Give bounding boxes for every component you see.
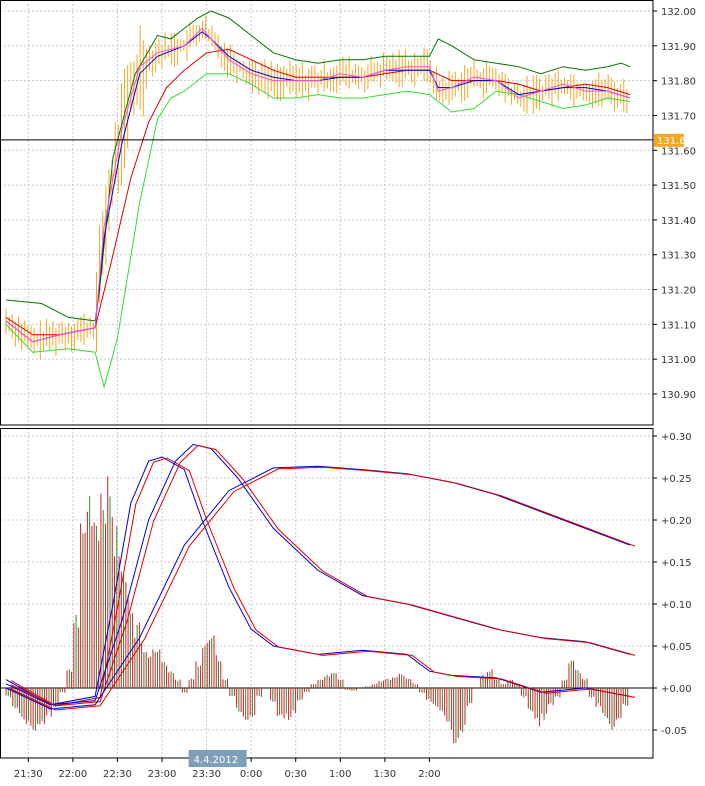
price-y-tick-label: 131.80 — [661, 77, 696, 88]
price-y-ticks: 132.00 131.90 131.80 131.70 131.60 131.50 131.… — [653, 7, 696, 401]
oscillator-panel-frame — [0, 428, 654, 759]
date-badge: 4.4.2012 — [188, 750, 247, 767]
date-badge-label: 4.4.2012 — [194, 755, 239, 766]
price-y-tick-label: 132.00 — [661, 7, 696, 18]
price-panel-frame — [0, 0, 654, 426]
x-tick-label: 1:00 — [329, 769, 351, 780]
current-price-label: 131.63 — [657, 136, 692, 147]
price-line-slow_ma — [5, 48, 631, 336]
x-tick-label: 0:30 — [284, 769, 306, 780]
price-y-tick-label: 131.50 — [661, 181, 696, 192]
price-y-tick-label: 131.00 — [661, 355, 696, 366]
osc-y-tick-label: +0.00 — [661, 684, 692, 695]
osc-y-tick-label: +0.25 — [661, 474, 692, 485]
x-tick-label: 0:00 — [240, 769, 262, 780]
osc-line-pair2-blue — [5, 443, 631, 706]
price-grid — [0, 0, 653, 425]
osc-line-pair1-red — [10, 457, 636, 707]
x-tick-label: 22:00 — [58, 769, 87, 780]
price-y-tick-label: 131.40 — [661, 216, 696, 227]
x-tick-label: 2:00 — [418, 769, 440, 780]
osc-line-pair3-red — [10, 466, 636, 711]
price-y-tick-label: 131.10 — [661, 320, 696, 331]
price-y-tick-label: 131.70 — [661, 111, 696, 122]
osc-y-tick-label: +0.05 — [661, 642, 692, 653]
oscillator-series — [5, 443, 636, 711]
x-tick-label: 1:30 — [374, 769, 396, 780]
oscillator-grid — [0, 428, 653, 758]
price-line-pink_ma — [5, 27, 631, 343]
osc-y-tick-label: +0.20 — [661, 516, 692, 527]
osc-line-pair2-red — [10, 444, 636, 707]
x-tick-label: 21:30 — [14, 769, 43, 780]
price-y-tick-label: 131.30 — [661, 251, 696, 262]
price-series — [0, 10, 653, 389]
price-y-tick-label: 130.90 — [661, 390, 696, 401]
x-tick-label: 22:30 — [103, 769, 132, 780]
osc-y-tick-label: +0.15 — [661, 558, 692, 569]
axes — [0, 0, 654, 759]
price-line-upper_band — [5, 10, 631, 322]
osc-y-tick-label: +0.10 — [661, 600, 692, 611]
price-y-tick-label: 131.60 — [661, 146, 696, 157]
oscillator-histogram — [0, 476, 653, 744]
x-tick-label: 23:00 — [148, 769, 177, 780]
osc-line-pair3-blue — [5, 465, 631, 710]
oscillator-y-ticks: +0.30 +0.25 +0.20 +0.15 +0.10 +0.05 +0.00 -0.05 — [653, 432, 692, 737]
current-price-tag: 131.63 — [654, 133, 692, 147]
time-x-ticks: 21:30 22:00 22:30 23:00 23:30 0:00 0:30 1:00 1:3… — [14, 758, 441, 780]
osc-y-tick-label: -0.05 — [661, 726, 687, 737]
x-tick-label: 23:30 — [192, 769, 221, 780]
price-y-tick-label: 131.90 — [661, 42, 696, 53]
price-y-tick-label: 131.20 — [661, 286, 696, 297]
osc-line-pair1-blue — [5, 456, 631, 706]
osc-y-tick-label: +0.30 — [661, 432, 692, 443]
